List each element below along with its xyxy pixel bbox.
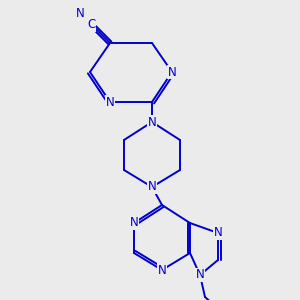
Text: N: N: [214, 226, 222, 239]
Text: N: N: [148, 181, 156, 194]
Text: N: N: [148, 116, 156, 128]
Text: N: N: [158, 263, 166, 277]
Text: N: N: [196, 268, 204, 281]
Text: N: N: [76, 7, 85, 20]
Text: C: C: [87, 18, 96, 31]
Text: N: N: [106, 95, 114, 109]
Text: N: N: [130, 217, 138, 230]
Text: N: N: [168, 65, 176, 79]
